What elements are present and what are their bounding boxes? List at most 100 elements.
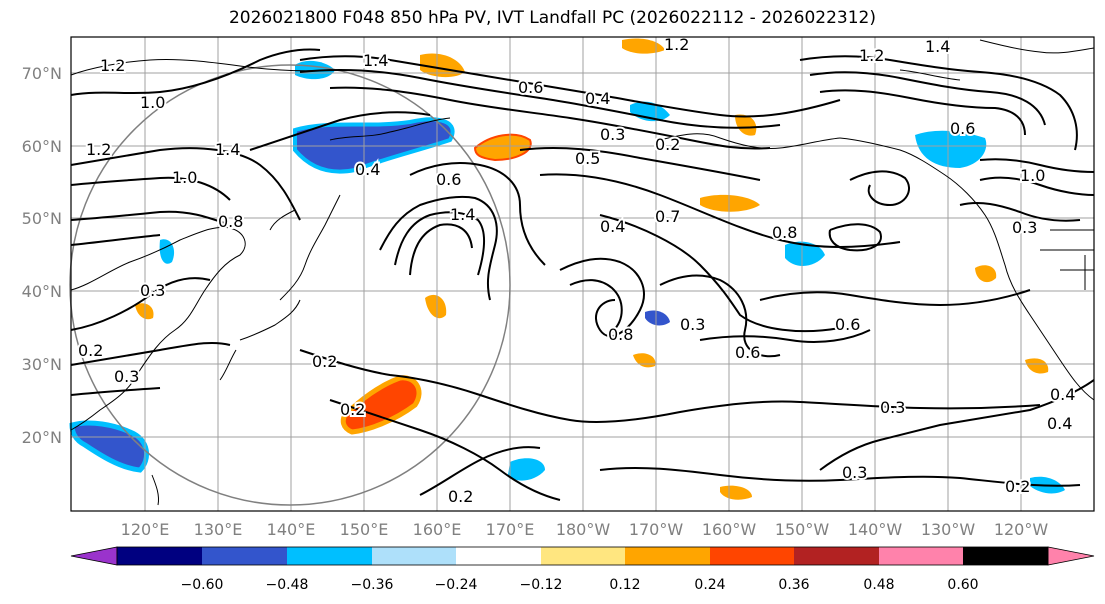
contour-label: 0.6 <box>518 78 543 97</box>
lat-label: 50°N <box>22 209 62 228</box>
pv-negative-region <box>915 130 987 168</box>
contour-label: 1.2 <box>664 35 689 54</box>
pv-positive-region <box>975 265 997 283</box>
contour-label: 0.7 <box>655 207 680 226</box>
lon-label: 170°E <box>486 520 535 539</box>
contour-label: 0.3 <box>880 398 905 417</box>
colorbar-segment <box>963 547 1048 565</box>
contour-label: 0.3 <box>1012 218 1037 237</box>
colorbar: −0.60 −0.48 −0.36 −0.24 −0.12 0.12 0.24 … <box>70 546 1095 593</box>
lon-label: 130°W <box>921 520 976 539</box>
colorbar-label: −0.24 <box>435 577 478 593</box>
colorbar-segment <box>710 547 794 565</box>
contour-label: 0.2 <box>448 487 473 506</box>
contour-label: 0.8 <box>608 325 633 344</box>
contour-label: 1.2 <box>86 140 111 159</box>
lat-label: 70°N <box>22 64 62 83</box>
lon-label: 150°W <box>775 520 830 539</box>
contour-label: 1.2 <box>859 46 884 65</box>
contour-label: 0.6 <box>436 170 461 189</box>
pv-positive-region <box>720 485 752 500</box>
pv-positive-region <box>1025 358 1049 374</box>
pv-positive-region <box>735 114 757 136</box>
colorbar-segment <box>794 547 879 565</box>
lat-label: 60°N <box>22 137 62 156</box>
colorbar-segment <box>372 547 456 565</box>
lat-label: 30°N <box>22 355 62 374</box>
contour-label: 0.5 <box>575 149 600 168</box>
colorbar-segment <box>287 547 372 565</box>
lat-axis: 70°N 60°N 50°N 40°N 30°N 20°N <box>22 64 62 447</box>
contour-labels: 1.2 1.4 1.0 0.8 0.6 0.4 0.3 0.2 1.2 1.4 … <box>76 33 1077 508</box>
contour-label: 1.2 <box>100 56 125 75</box>
contour-label: 1.0 <box>172 168 197 187</box>
lat-label: 20°N <box>22 428 62 447</box>
contour-label: 0.3 <box>842 463 867 482</box>
contour-label: 0.6 <box>835 315 860 334</box>
contour-label: 0.4 <box>585 89 610 108</box>
contour-label: 0.2 <box>312 352 337 371</box>
lon-axis: 120°E 130°E 140°E 150°E 160°E 170°E 180°… <box>121 520 1049 539</box>
range-ring <box>69 64 511 506</box>
colorbar-arrow-left <box>70 546 118 566</box>
contour-label: 0.3 <box>140 281 165 300</box>
colorbar-label: 0.24 <box>694 577 725 593</box>
contour-label: 1.4 <box>450 205 475 224</box>
contour-label: 0.8 <box>772 223 797 242</box>
lon-label: 160°W <box>702 520 757 539</box>
lat-label: 40°N <box>22 282 62 301</box>
pv-contours <box>70 48 1095 501</box>
contour-label: 0.6 <box>950 119 975 138</box>
contour-label: 0.6 <box>735 343 760 362</box>
map-frame <box>70 36 1095 512</box>
colorbar-segment <box>117 547 202 565</box>
colorbar-label: −0.12 <box>520 577 563 593</box>
lon-label: 180°W <box>556 520 611 539</box>
contour-label: 1.0 <box>1020 166 1045 185</box>
graticule <box>71 37 1094 511</box>
pv-positive-region <box>473 133 532 162</box>
coastlines <box>70 39 1095 506</box>
contour-label: 0.2 <box>1005 477 1030 496</box>
contour-label: 0.4 <box>600 217 625 236</box>
colorbar-label: 0.12 <box>609 577 640 593</box>
contour-label: 0.4 <box>1050 385 1075 404</box>
contour-label: 1.0 <box>140 93 165 112</box>
colorbar-label: −0.60 <box>181 577 224 593</box>
lon-label: 160°E <box>413 520 462 539</box>
contour-label: 1.4 <box>925 37 950 56</box>
contour-label: 0.3 <box>680 315 705 334</box>
pv-negative-region <box>293 117 455 174</box>
contour-label: 0.2 <box>340 400 365 419</box>
colorbar-arrow-right <box>1047 546 1095 566</box>
colorbar-segment <box>879 547 963 565</box>
lon-label: 120°W <box>994 520 1049 539</box>
colorbar-label: 0.60 <box>947 577 978 593</box>
colorbar-label: 0.36 <box>778 577 809 593</box>
lon-label: 130°E <box>194 520 243 539</box>
colorbar-segment <box>541 547 625 565</box>
map-title: 2026021800 F048 850 hPa PV, IVT Landfall… <box>228 8 876 28</box>
lon-label: 120°E <box>121 520 170 539</box>
colorbar-segment <box>202 547 287 565</box>
colorbar-segment <box>456 547 541 565</box>
colorbar-label: −0.48 <box>266 577 309 593</box>
pv-negative-region <box>508 458 545 481</box>
colorbar-label: −0.36 <box>351 577 394 593</box>
lon-label: 140°E <box>267 520 316 539</box>
contour-label: 0.8 <box>218 212 243 231</box>
pv-positive-region <box>622 38 665 54</box>
pv-positive-region <box>700 194 760 212</box>
contour-label: 1.4 <box>215 140 240 159</box>
colorbar-segment <box>625 547 710 565</box>
lon-label: 140°W <box>848 520 903 539</box>
contour-label: 0.3 <box>114 367 139 386</box>
contour-label: 1.4 <box>363 51 388 70</box>
contour-label: 0.4 <box>355 160 380 179</box>
lon-label: 150°E <box>340 520 389 539</box>
contour-label: 0.4 <box>1047 414 1072 433</box>
contour-label: 0.2 <box>655 135 680 154</box>
colorbar-outline <box>116 546 1049 566</box>
pv-negative-region <box>645 310 670 326</box>
